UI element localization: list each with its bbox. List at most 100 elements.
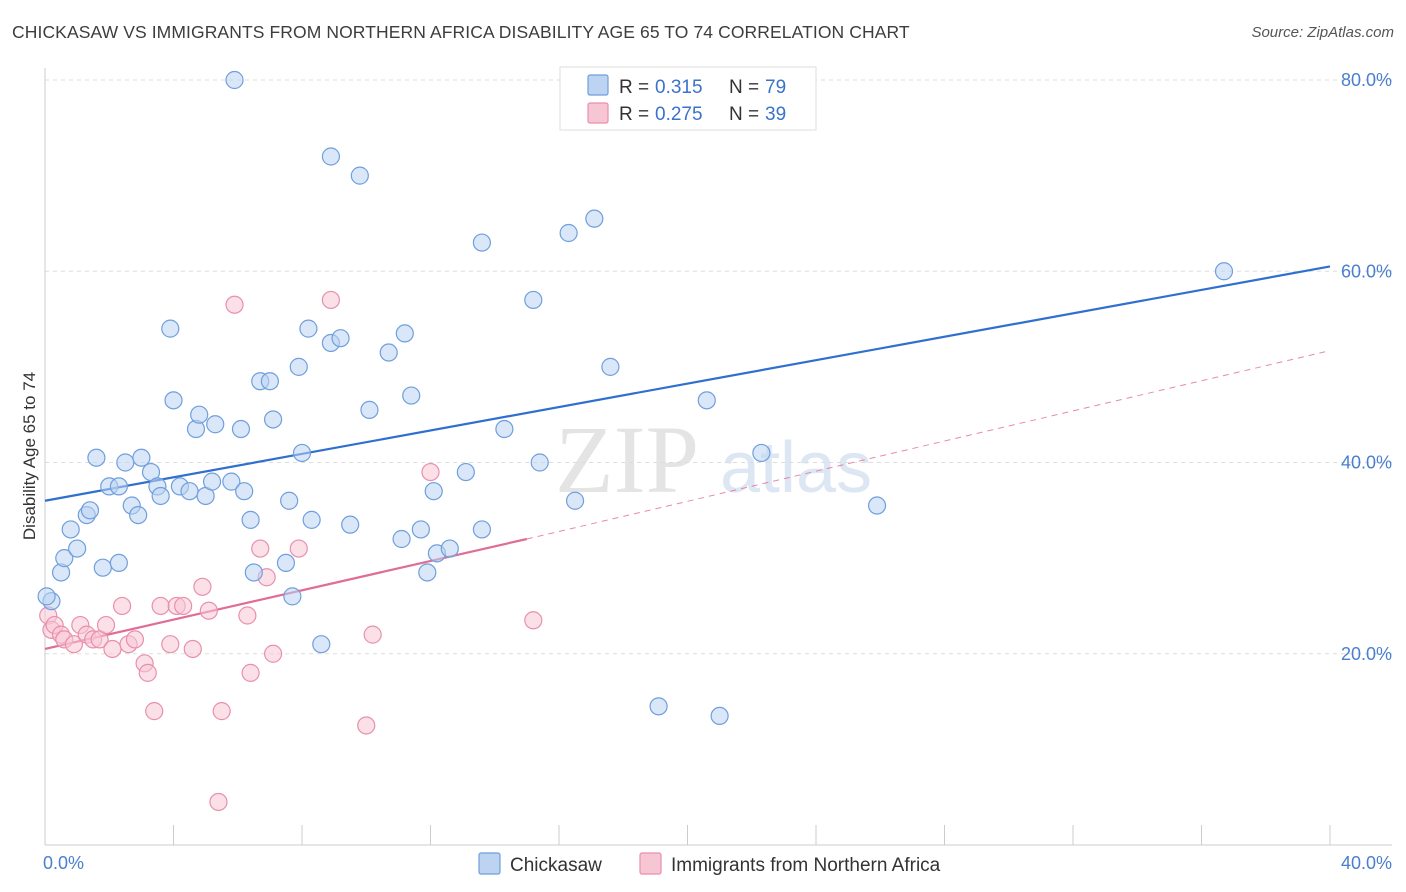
point-immigrants	[125, 630, 145, 649]
y-tick-label: 60.0%	[1341, 261, 1392, 281]
point-immigrants	[138, 663, 157, 682]
point-chickasaw	[395, 324, 414, 343]
point-chickasaw	[392, 529, 411, 549]
point-chickasaw	[341, 515, 360, 534]
x-tick-label: 40.0%	[1341, 853, 1392, 873]
point-immigrants	[183, 639, 202, 659]
point-immigrants	[64, 635, 84, 654]
point-immigrants	[238, 606, 257, 625]
legend-r-label: R =	[619, 77, 649, 98]
point-immigrants	[421, 462, 440, 482]
point-chickasaw	[109, 553, 128, 573]
point-chickasaw	[129, 505, 148, 525]
point-immigrants	[321, 290, 341, 310]
point-immigrants	[524, 611, 543, 630]
point-chickasaw	[235, 482, 254, 501]
point-chickasaw	[321, 147, 341, 166]
point-chickasaw	[164, 391, 183, 410]
point-chickasaw	[161, 319, 180, 338]
legend-swatch-immigrants	[639, 852, 662, 875]
point-chickasaw	[276, 553, 296, 573]
point-immigrants	[161, 635, 180, 654]
point-chickasaw	[190, 405, 209, 424]
legend-swatch-chickasaw	[587, 74, 609, 96]
point-chickasaw	[424, 482, 443, 501]
x-tick-label: 0.0%	[43, 853, 84, 873]
point-chickasaw	[260, 372, 279, 391]
point-immigrants	[112, 596, 132, 616]
point-chickasaw	[241, 510, 260, 529]
y-tick-label: 80.0%	[1341, 70, 1392, 90]
point-immigrants	[212, 702, 231, 721]
point-chickasaw	[752, 443, 771, 463]
point-immigrants	[209, 792, 228, 812]
watermark-atlas: atlas	[720, 428, 872, 508]
point-chickasaw	[559, 223, 578, 243]
point-chickasaw	[472, 520, 491, 539]
legend-r-value: 0.275	[655, 104, 703, 125]
legend-swatch-chickasaw	[478, 852, 501, 875]
point-chickasaw	[524, 290, 543, 310]
point-chickasaw	[495, 419, 514, 439]
point-chickasaw	[151, 486, 170, 506]
source-credit: Source: ZipAtlas.com	[1251, 24, 1394, 41]
legend-label-immigrants: Immigrants from Northern Africa	[671, 855, 941, 876]
legend-label-chickasaw: Chickasaw	[510, 855, 602, 876]
point-chickasaw	[61, 520, 80, 539]
point-immigrants	[241, 663, 260, 682]
point-chickasaw	[867, 496, 887, 515]
point-chickasaw	[350, 166, 369, 185]
legend-swatch-immigrants	[587, 102, 609, 124]
point-immigrants	[103, 639, 122, 659]
point-chickasaw	[109, 477, 128, 496]
legend-n-label: N =	[729, 104, 759, 125]
point-immigrants	[363, 625, 382, 644]
y-axis-title: Disability Age 65 to 74	[20, 372, 39, 540]
series-legend: Chickasaw Immigrants from Northern Afric…	[478, 852, 941, 876]
trend-line-immigrants-extension	[526, 350, 1331, 540]
point-immigrants	[263, 644, 283, 663]
point-immigrants	[174, 596, 193, 616]
point-chickasaw	[649, 697, 668, 716]
point-chickasaw	[402, 386, 421, 405]
point-chickasaw	[411, 520, 430, 539]
point-chickasaw	[379, 343, 398, 362]
point-chickasaw	[472, 233, 491, 252]
point-chickasaw	[601, 357, 620, 376]
trend-line-chickasaw	[44, 265, 1331, 502]
axes: 20.0% 40.0% 60.0% 80.0% 0.0% 40.0%	[43, 68, 1392, 873]
point-chickasaw	[222, 472, 241, 491]
point-chickasaw	[418, 563, 437, 582]
point-chickasaw	[263, 410, 283, 429]
chart-title: CHICKASAW VS IMMIGRANTS FROM NORTHERN AF…	[12, 22, 910, 42]
point-chickasaw	[93, 558, 112, 577]
y-tick-label: 20.0%	[1341, 644, 1392, 664]
legend-r-value: 0.315	[655, 77, 703, 98]
point-chickasaw	[244, 563, 263, 582]
point-immigrants	[357, 716, 376, 735]
point-chickasaw	[331, 329, 350, 348]
point-chickasaw	[360, 400, 379, 420]
point-chickasaw	[1214, 262, 1234, 281]
point-chickasaw	[312, 635, 331, 654]
point-immigrants	[225, 295, 244, 314]
point-immigrants	[199, 601, 218, 620]
data-points	[37, 70, 1234, 812]
point-chickasaw	[530, 453, 549, 472]
point-immigrants	[289, 539, 308, 558]
legend-n-label: N =	[729, 77, 759, 98]
correlation-legend: R = 0.315 N = 79 R = 0.275 N = 39	[559, 66, 817, 131]
point-chickasaw	[180, 482, 199, 501]
point-chickasaw	[299, 319, 318, 338]
point-chickasaw	[283, 587, 302, 606]
point-chickasaw	[302, 510, 321, 529]
legend-r-label: R =	[619, 104, 649, 125]
point-chickasaw	[202, 472, 222, 491]
point-immigrants	[193, 577, 212, 596]
point-immigrants	[145, 702, 164, 721]
point-chickasaw	[440, 539, 459, 558]
point-chickasaw	[37, 587, 56, 606]
legend-n-value: 79	[765, 77, 786, 98]
legend-n-value: 39	[765, 104, 786, 125]
y-tick-label: 40.0%	[1341, 453, 1392, 473]
